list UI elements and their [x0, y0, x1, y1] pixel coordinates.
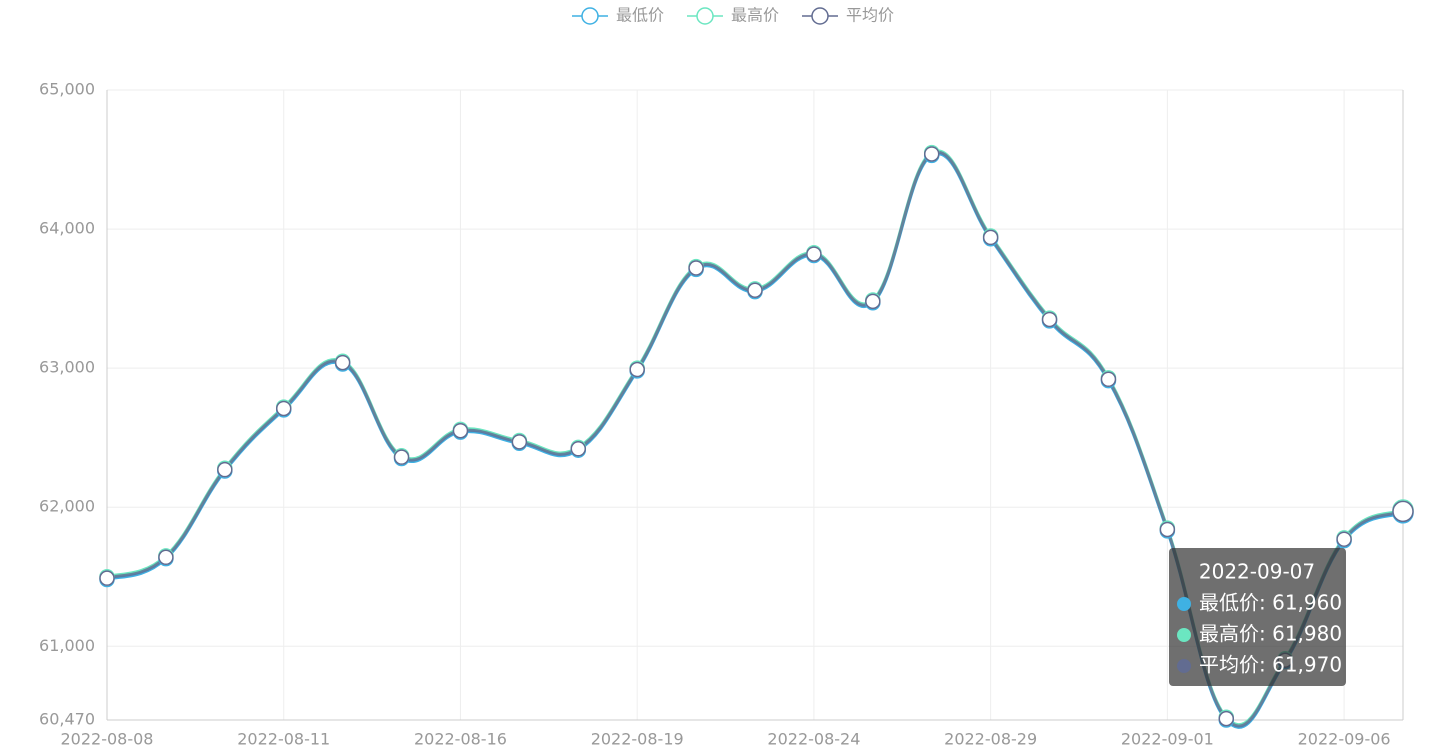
x-tick-label: 2022-08-08 — [61, 730, 154, 749]
data-point[interactable] — [747, 282, 763, 299]
data-point[interactable] — [806, 246, 822, 262]
tooltip-dot — [1177, 597, 1191, 611]
data-point[interactable] — [1041, 311, 1058, 328]
y-tick-label: 61,000 — [39, 636, 95, 655]
legend-label: 最低价 — [616, 6, 664, 25]
y-tick-label: 60,470 — [39, 710, 95, 729]
data-point[interactable] — [275, 400, 292, 417]
legend-label: 平均价 — [846, 6, 894, 25]
data-point[interactable] — [1336, 531, 1352, 547]
x-tick-label: 2022-09-01 — [1121, 730, 1214, 749]
tooltip-row: 最低价: 61,960 — [1199, 591, 1342, 615]
y-tick-label: 65,000 — [39, 80, 95, 99]
x-tick-label: 2022-08-19 — [591, 730, 684, 749]
legend-marker — [581, 7, 599, 25]
data-point[interactable] — [393, 449, 410, 465]
tooltip-row: 平均价: 61,970 — [1199, 653, 1342, 677]
data-point[interactable] — [1100, 371, 1117, 388]
x-tick-label: 2022-08-16 — [414, 730, 507, 749]
y-tick-label: 62,000 — [39, 497, 95, 516]
data-point[interactable] — [923, 146, 940, 162]
legend-item[interactable]: 平均价 — [802, 6, 894, 25]
legend-label: 最高价 — [731, 6, 779, 25]
data-point[interactable] — [99, 570, 115, 586]
x-tick-label: 2022-08-24 — [767, 730, 860, 749]
data-point[interactable] — [217, 461, 233, 478]
data-point[interactable] — [865, 293, 881, 310]
legend-marker — [811, 7, 829, 25]
tooltip-title: 2022-09-07 — [1199, 560, 1315, 584]
tooltip: 2022-09-07 最低价: 61,960 最高价: 61,980 平均价: 61,… — [1169, 548, 1346, 686]
legend-item[interactable]: 最高价 — [687, 6, 779, 25]
tooltip-box — [1169, 548, 1346, 686]
x-tick-label: 2022-08-11 — [237, 730, 330, 749]
tooltip-dot — [1177, 628, 1191, 642]
tooltip-dot — [1177, 659, 1191, 673]
data-point[interactable] — [688, 260, 704, 276]
tooltip-row: 最高价: 61,980 — [1199, 622, 1342, 646]
legend-item[interactable]: 最低价 — [572, 6, 664, 25]
data-point[interactable] — [982, 229, 999, 246]
data-point[interactable] — [1159, 521, 1176, 538]
data-point[interactable] — [158, 549, 174, 566]
data-point[interactable] — [511, 434, 528, 450]
data-point[interactable] — [1392, 500, 1414, 523]
x-tick-label: 2022-09-06 — [1298, 730, 1391, 749]
legend-marker — [696, 7, 714, 25]
data-point[interactable] — [570, 441, 587, 457]
data-point[interactable] — [629, 361, 645, 378]
y-tick-label: 64,000 — [39, 219, 95, 238]
data-point[interactable] — [452, 422, 469, 439]
data-point[interactable] — [1218, 710, 1235, 727]
data-point[interactable] — [334, 354, 351, 371]
x-tick-label: 2022-08-29 — [944, 730, 1037, 749]
y-tick-label: 63,000 — [39, 358, 95, 377]
